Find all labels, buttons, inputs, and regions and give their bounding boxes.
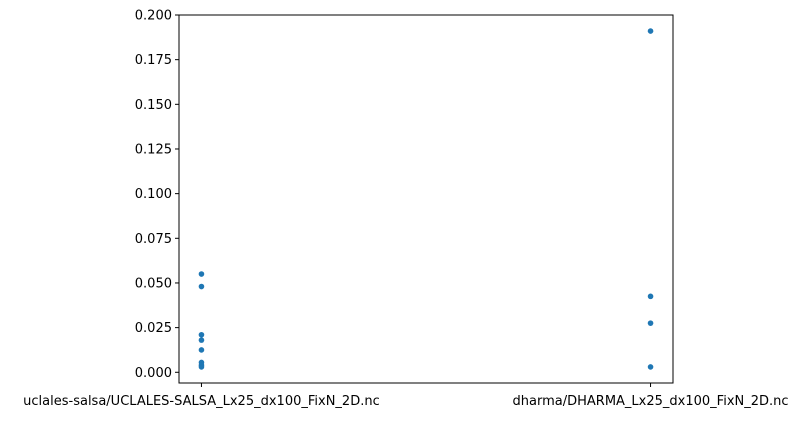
data-point bbox=[647, 28, 654, 34]
data-point bbox=[647, 320, 654, 326]
data-point bbox=[198, 331, 205, 338]
x-tick-label: uclales-salsa/UCLALES-SALSA_Lx25_dx100_F… bbox=[23, 394, 380, 409]
data-point bbox=[198, 271, 205, 277]
data-point bbox=[198, 337, 205, 343]
x-tick-label: dharma/DHARMA_Lx25_dx100_FixN_2D.nc bbox=[513, 394, 789, 409]
y-tick-label: 0.125 bbox=[135, 142, 172, 157]
y-tick-label: 0.050 bbox=[135, 276, 172, 291]
y-tick-label: 0.150 bbox=[135, 98, 172, 113]
y-axis: 0.000 0.025 0.050 0.075 0.100 0.125 0.150 0.175… bbox=[135, 9, 179, 381]
y-tick-label: 0.075 bbox=[135, 232, 172, 247]
plot-frame bbox=[178, 14, 674, 384]
y-tick-label: 0.175 bbox=[135, 53, 172, 68]
data-point bbox=[198, 283, 205, 290]
y-tick-label: 0.000 bbox=[135, 366, 172, 381]
x-axis: uclales-salsa/UCLALES-SALSA_Lx25_dx100_F… bbox=[23, 383, 789, 409]
data-point bbox=[198, 347, 205, 353]
y-tick-label: 0.025 bbox=[135, 321, 172, 336]
data-point bbox=[647, 293, 654, 300]
y-tick-label: 0.100 bbox=[135, 187, 172, 202]
data-point bbox=[198, 364, 205, 370]
data-point bbox=[647, 364, 654, 370]
data-points bbox=[198, 28, 654, 370]
y-tick-label: 0.200 bbox=[135, 9, 172, 24]
